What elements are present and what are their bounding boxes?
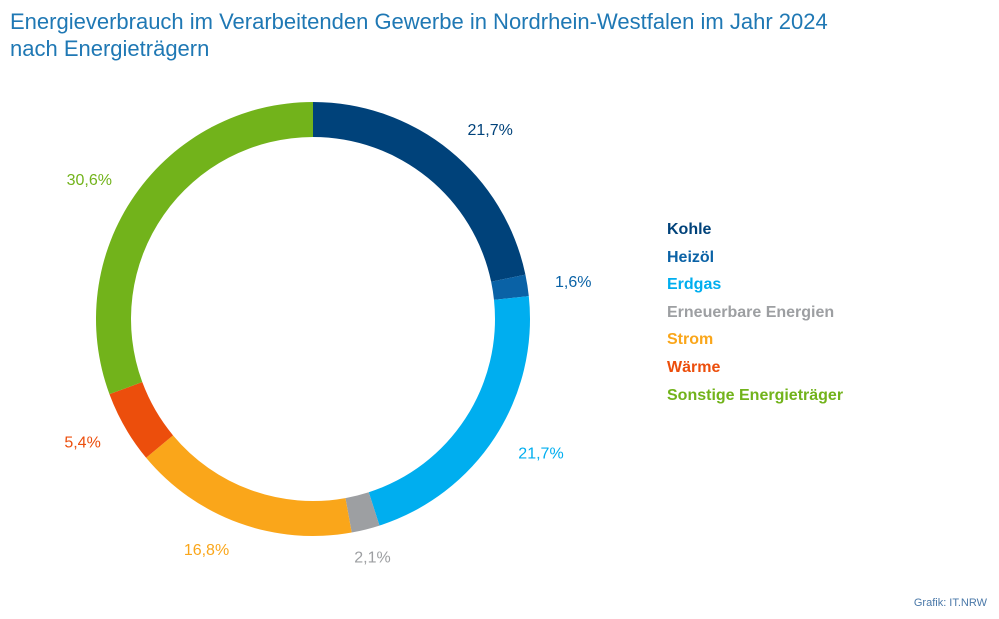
chart-title: Energieverbrauch im Verarbeitenden Gewer… [10,8,828,62]
chart-title-line-1: Energieverbrauch im Verarbeitenden Gewer… [10,9,828,34]
donut-slice-kohle [313,102,526,282]
chart-legend: Kohle Heizöl Erdgas Erneuerbare Energien Str… [667,216,843,409]
legend-item-heizoel: Heizöl [667,248,715,266]
legend-item-waerme: Wärme [667,358,721,376]
donut-slice-heizoel [491,274,529,300]
donut-slice-strom [146,435,352,536]
data-label-waerme: 5,4% [64,435,100,452]
legend-item-kohle: Kohle [667,221,712,238]
data-label-erneuerbare-energien: 2,1% [354,550,390,567]
data-label-sonstige-energietraeger: 30,6% [67,172,112,189]
chart-title-line-2: nach Energieträgern [10,36,210,61]
legend-item-strom: Strom [667,331,714,349]
legend-item-sonstige-energietraeger: Sonstige Energieträger [667,386,844,404]
donut-slice-erdgas [368,296,530,526]
donut-slice-waerme [109,382,174,458]
donut-slice-erneuerbare-energien [345,492,380,533]
data-label-kohle: 21,7% [468,122,513,139]
data-label-heizoel: 1,6% [555,274,591,291]
donut-slice-sonstige-energietraeger [96,102,313,395]
legend-item-erneuerbare-energien: Erneuerbare Energien [667,303,835,321]
data-label-strom: 16,8% [184,542,229,559]
source-credit: Grafik: IT.NRW [913,597,987,609]
legend-item-erdgas: Erdgas [667,276,722,294]
data-label-erdgas: 21,7% [518,446,563,463]
